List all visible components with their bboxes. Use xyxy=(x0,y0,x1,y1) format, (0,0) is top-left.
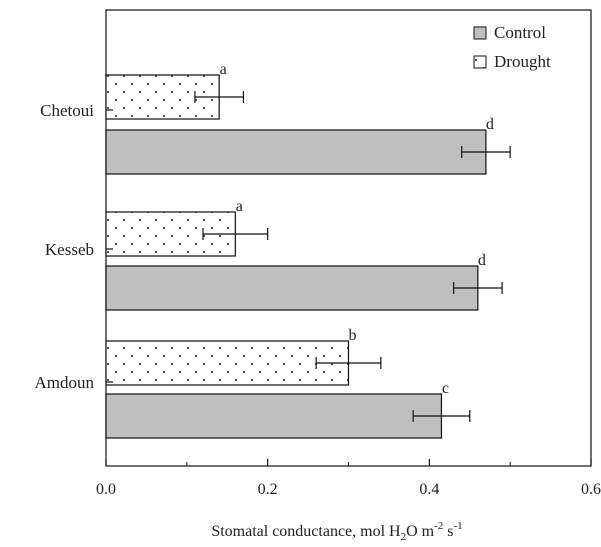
category-axis: Chetoui Kesseb Amdoun xyxy=(35,101,113,392)
bar-control-amdoun xyxy=(105,393,443,439)
legend-label-drought: Drought xyxy=(494,52,551,71)
x-tick-label-0.4: 0.4 xyxy=(419,481,439,498)
bar-control-chetoui xyxy=(105,129,487,175)
x-axis-title: Stomatal conductance, mol H2O m-2 s-1 xyxy=(211,520,462,543)
significance-label-drought-kesseb: a xyxy=(236,198,243,215)
legend-label-control: Control xyxy=(494,23,546,42)
bar-control-kesseb xyxy=(105,265,479,311)
bar-drought-amdoun xyxy=(105,340,350,386)
legend-swatch-control xyxy=(473,26,487,40)
significance-label-control-amdoun: c xyxy=(442,380,449,397)
significance-label-drought-chetoui: a xyxy=(220,61,227,78)
bars-layer: a d a d b c xyxy=(105,61,511,439)
significance-label-drought-amdoun: b xyxy=(349,327,357,344)
legend-swatch-drought xyxy=(473,55,487,69)
significance-label-control-chetoui: d xyxy=(486,116,494,133)
significance-label-control-kesseb: d xyxy=(478,252,486,269)
legend: Control Drought xyxy=(473,23,551,71)
category-label-chetoui: Chetoui xyxy=(40,101,94,120)
category-label-kesseb: Kesseb xyxy=(45,240,94,259)
x-tick-label-0.6: 0.6 xyxy=(581,481,601,498)
x-axis: 0.0 0.2 0.4 0.6 xyxy=(96,459,601,498)
x-tick-label-0.2: 0.2 xyxy=(258,481,278,498)
x-tick-label-0.0: 0.0 xyxy=(96,481,116,498)
category-label-amdoun: Amdoun xyxy=(35,373,95,392)
